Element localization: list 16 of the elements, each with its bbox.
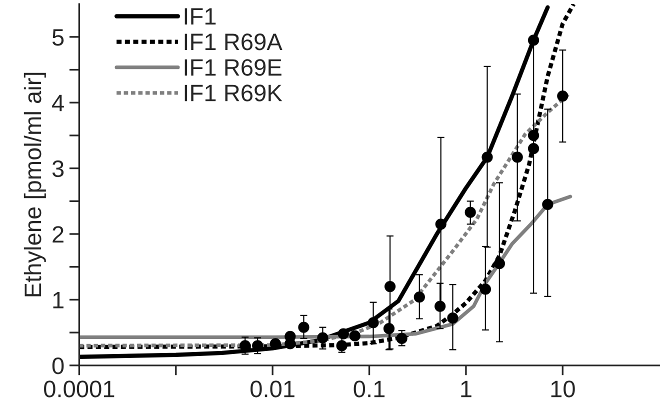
legend-label: IF1 — [184, 8, 216, 24]
legend-label: IF1 R69K — [184, 84, 282, 102]
legend-label: IF1 R69A — [184, 34, 282, 50]
x-tick-label: 0.0001 — [44, 380, 114, 398]
y-tick-label: 2 — [52, 226, 64, 243]
y-axis-title: Ethylene [pmol/ml air] — [24, 72, 46, 296]
y-tick-label: 3 — [52, 160, 64, 178]
legend-label: IF1 R69E — [184, 59, 282, 76]
y-tick-label: 0 — [52, 357, 64, 374]
x-tick-label: 10 — [551, 380, 575, 398]
y-tick-label: 1 — [53, 292, 64, 308]
y-tick-label: 5 — [52, 29, 64, 46]
y-tick-label: 4 — [52, 94, 64, 112]
x-tick-label: 1 — [461, 380, 472, 398]
x-tick-label: 0.01 — [250, 380, 294, 398]
x-tick-label: 0.1 — [354, 380, 385, 398]
